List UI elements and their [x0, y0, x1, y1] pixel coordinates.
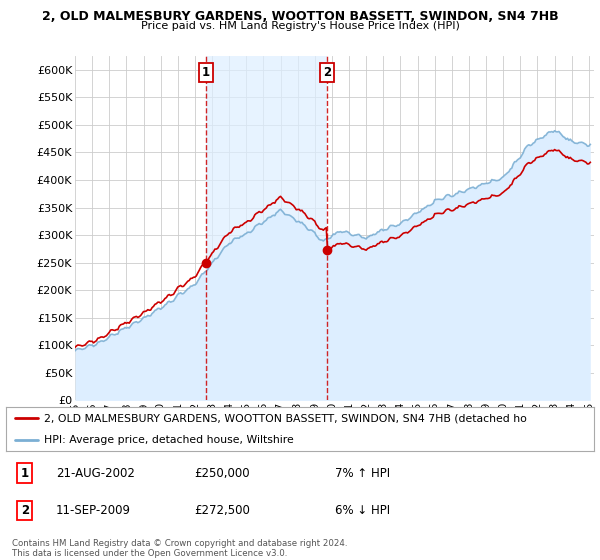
Text: 2, OLD MALMESBURY GARDENS, WOOTTON BASSETT, SWINDON, SN4 7HB (detached ho: 2, OLD MALMESBURY GARDENS, WOOTTON BASSE… — [44, 413, 527, 423]
Text: 2, OLD MALMESBURY GARDENS, WOOTTON BASSETT, SWINDON, SN4 7HB: 2, OLD MALMESBURY GARDENS, WOOTTON BASSE… — [41, 10, 559, 23]
Text: £250,000: £250,000 — [194, 466, 250, 479]
Text: 2: 2 — [21, 504, 29, 517]
Text: 21-AUG-2002: 21-AUG-2002 — [56, 466, 135, 479]
Text: 1: 1 — [202, 66, 210, 79]
Text: £272,500: £272,500 — [194, 504, 250, 517]
Text: Contains HM Land Registry data © Crown copyright and database right 2024.
This d: Contains HM Land Registry data © Crown c… — [12, 539, 347, 558]
Text: Price paid vs. HM Land Registry's House Price Index (HPI): Price paid vs. HM Land Registry's House … — [140, 21, 460, 31]
Text: 1: 1 — [21, 466, 29, 479]
Text: 11-SEP-2009: 11-SEP-2009 — [56, 504, 131, 517]
Text: HPI: Average price, detached house, Wiltshire: HPI: Average price, detached house, Wilt… — [44, 435, 294, 445]
Text: 2: 2 — [323, 66, 331, 79]
Text: 7% ↑ HPI: 7% ↑ HPI — [335, 466, 391, 479]
Text: 6% ↓ HPI: 6% ↓ HPI — [335, 504, 391, 517]
Bar — [206, 56, 327, 400]
